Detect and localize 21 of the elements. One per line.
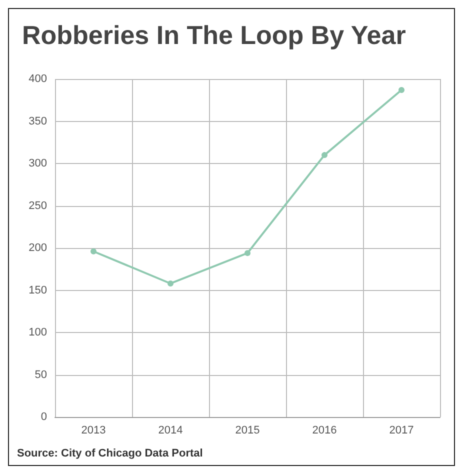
y-tick-label: 0 [40,411,47,423]
point [244,250,250,256]
y-tick-label: 200 [28,242,47,254]
point [168,280,174,286]
x-tick-label: 2017 [389,424,414,436]
x-tick-label: 2013 [81,424,106,436]
point [398,86,404,93]
x-tick-label: 2016 [312,424,337,436]
y-tick-label: 150 [28,284,47,296]
point [322,152,328,158]
y-tick-label: 250 [28,200,47,212]
y-tick-label: 300 [28,158,47,170]
chart-title: Robberies In The Loop By Year [22,20,406,50]
point [90,248,96,254]
y-tick-label: 100 [28,326,47,338]
y-tick-label: 350 [28,115,47,128]
x-tick-label: 2015 [235,424,260,436]
y-tick-label: 400 [28,73,47,85]
x-tick-label: 2014 [158,424,183,436]
source-note: Source: City of Chicago Data Portal [17,448,203,460]
y-tick-label: 50 [34,368,47,381]
